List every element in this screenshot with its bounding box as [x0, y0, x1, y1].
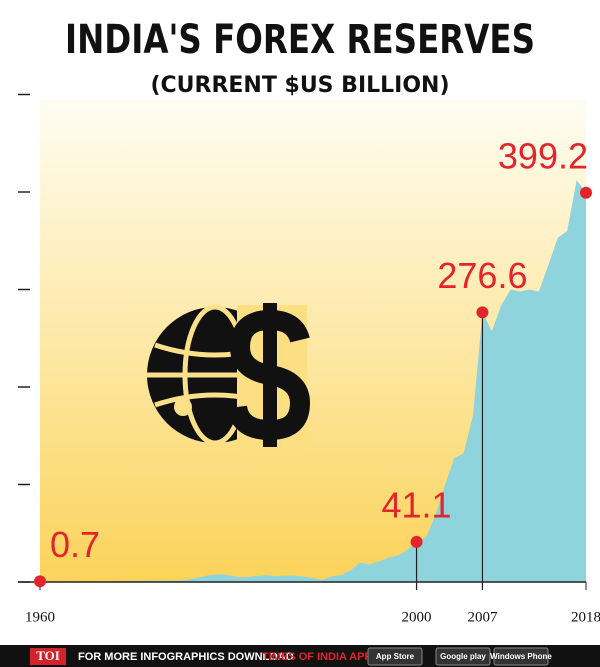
- footer-app: TIMES OF INDIA APP: [262, 651, 372, 663]
- footer-text: FOR MORE INFOGRAPHICS DOWNLOAD: [78, 651, 294, 663]
- chart-title: INDIA'S FOREX RESERVES: [65, 17, 535, 63]
- annotation-dot: [410, 535, 423, 548]
- chart-subtitle: (CURRENT $US BILLION): [150, 73, 449, 98]
- x-tick-label: 2007: [467, 609, 498, 625]
- annotation-label: 0.7: [50, 524, 100, 565]
- store-badge-label[interactable]: Windows Phone: [490, 652, 552, 661]
- store-badge-label[interactable]: App Store: [376, 652, 415, 661]
- store-badge[interactable]: [367, 647, 423, 666]
- annotation-dot: [476, 306, 489, 319]
- footer-brand: TOI: [36, 648, 60, 663]
- store-badge[interactable]: [493, 647, 549, 666]
- annotation-label: 41.1: [382, 484, 452, 525]
- x-tick-label: 2018: [571, 609, 600, 625]
- area: [40, 180, 586, 583]
- globe-dollar-icon: [147, 303, 311, 455]
- store-badge-label[interactable]: Google play: [440, 652, 486, 661]
- footer-logo: [30, 648, 66, 665]
- x-tick-label: 1960: [25, 609, 55, 625]
- x-tick-label: 2000: [402, 609, 432, 625]
- annotation-label: 276.6: [437, 255, 527, 296]
- annotation-label: 399.2: [498, 135, 588, 176]
- annotation-dot: [580, 186, 592, 199]
- annotation-dot: [34, 575, 46, 588]
- store-badge[interactable]: [435, 647, 491, 666]
